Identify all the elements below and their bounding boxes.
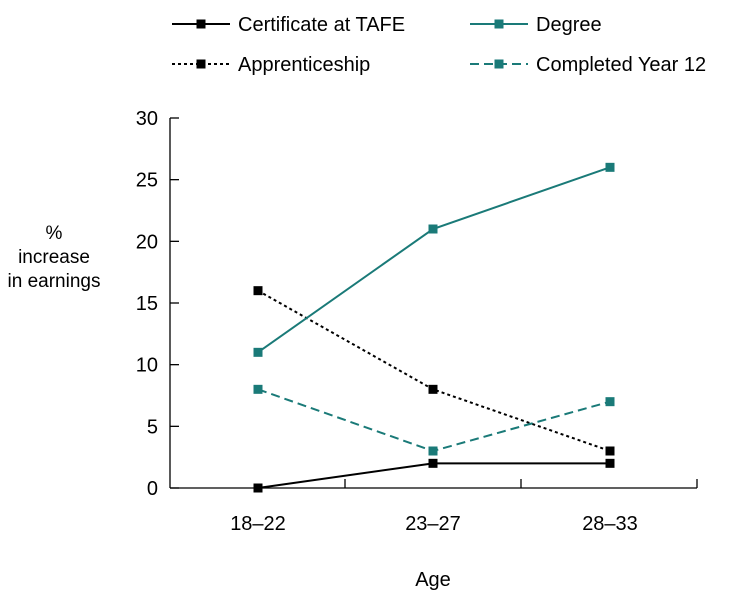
data-point xyxy=(605,397,615,407)
y-tick-label: 30 xyxy=(136,108,158,130)
series-line xyxy=(257,166,611,354)
x-axis-label: Age xyxy=(415,569,451,591)
series-layer xyxy=(253,162,615,493)
legend: Certificate at TAFE Apprenticeship Degree C… xyxy=(172,14,706,76)
y-tick-label: 0 xyxy=(147,478,158,500)
data-point xyxy=(253,286,263,296)
legend-marker xyxy=(494,59,504,69)
data-point xyxy=(253,347,263,357)
legend-marker xyxy=(494,19,504,29)
x-tick-label: 18–22 xyxy=(230,513,286,535)
y-axis-label: % increase in earnings xyxy=(0,222,108,294)
series-apprenticeship xyxy=(253,286,615,456)
data-point xyxy=(253,483,263,493)
legend-item: Degree xyxy=(470,14,602,36)
legend-label: Certificate at TAFE xyxy=(238,14,405,36)
legend-item: Completed Year 12 xyxy=(470,54,706,76)
data-point xyxy=(428,446,438,456)
y-axis-label-line: increase xyxy=(18,247,90,268)
legend-label: Completed Year 12 xyxy=(536,54,706,76)
legend-item: Apprenticeship xyxy=(172,54,370,76)
data-point xyxy=(253,384,263,394)
series-certificate-at-tafe xyxy=(253,458,615,493)
data-point xyxy=(428,384,438,394)
y-axis-label-line: % xyxy=(45,223,63,244)
legend-marker xyxy=(196,59,206,69)
y-tick-label: 20 xyxy=(136,231,158,253)
series-line xyxy=(257,388,611,453)
axes: 0 5 10 15 20 25 30 18–22 23–27 28–33 xyxy=(136,108,698,535)
data-point xyxy=(605,446,615,456)
legend-item: Certificate at TAFE xyxy=(172,14,405,36)
x-tick-label: 23–27 xyxy=(405,513,461,535)
y-tick-label: 25 xyxy=(136,170,158,192)
data-point xyxy=(428,224,438,234)
data-point xyxy=(428,458,438,468)
data-point xyxy=(605,458,615,468)
y-tick-label: 5 xyxy=(147,416,158,438)
y-tick-label: 15 xyxy=(136,293,158,315)
series-degree xyxy=(253,162,615,357)
x-tick-label: 28–33 xyxy=(582,513,638,535)
legend-label: Degree xyxy=(536,14,602,36)
legend-label: Apprenticeship xyxy=(238,54,370,76)
y-axis-label-line: in earnings xyxy=(7,271,101,292)
y-tick-label: 10 xyxy=(136,355,158,377)
series-completed-year-12 xyxy=(253,384,615,456)
data-point xyxy=(605,162,615,172)
legend-marker xyxy=(196,19,206,29)
